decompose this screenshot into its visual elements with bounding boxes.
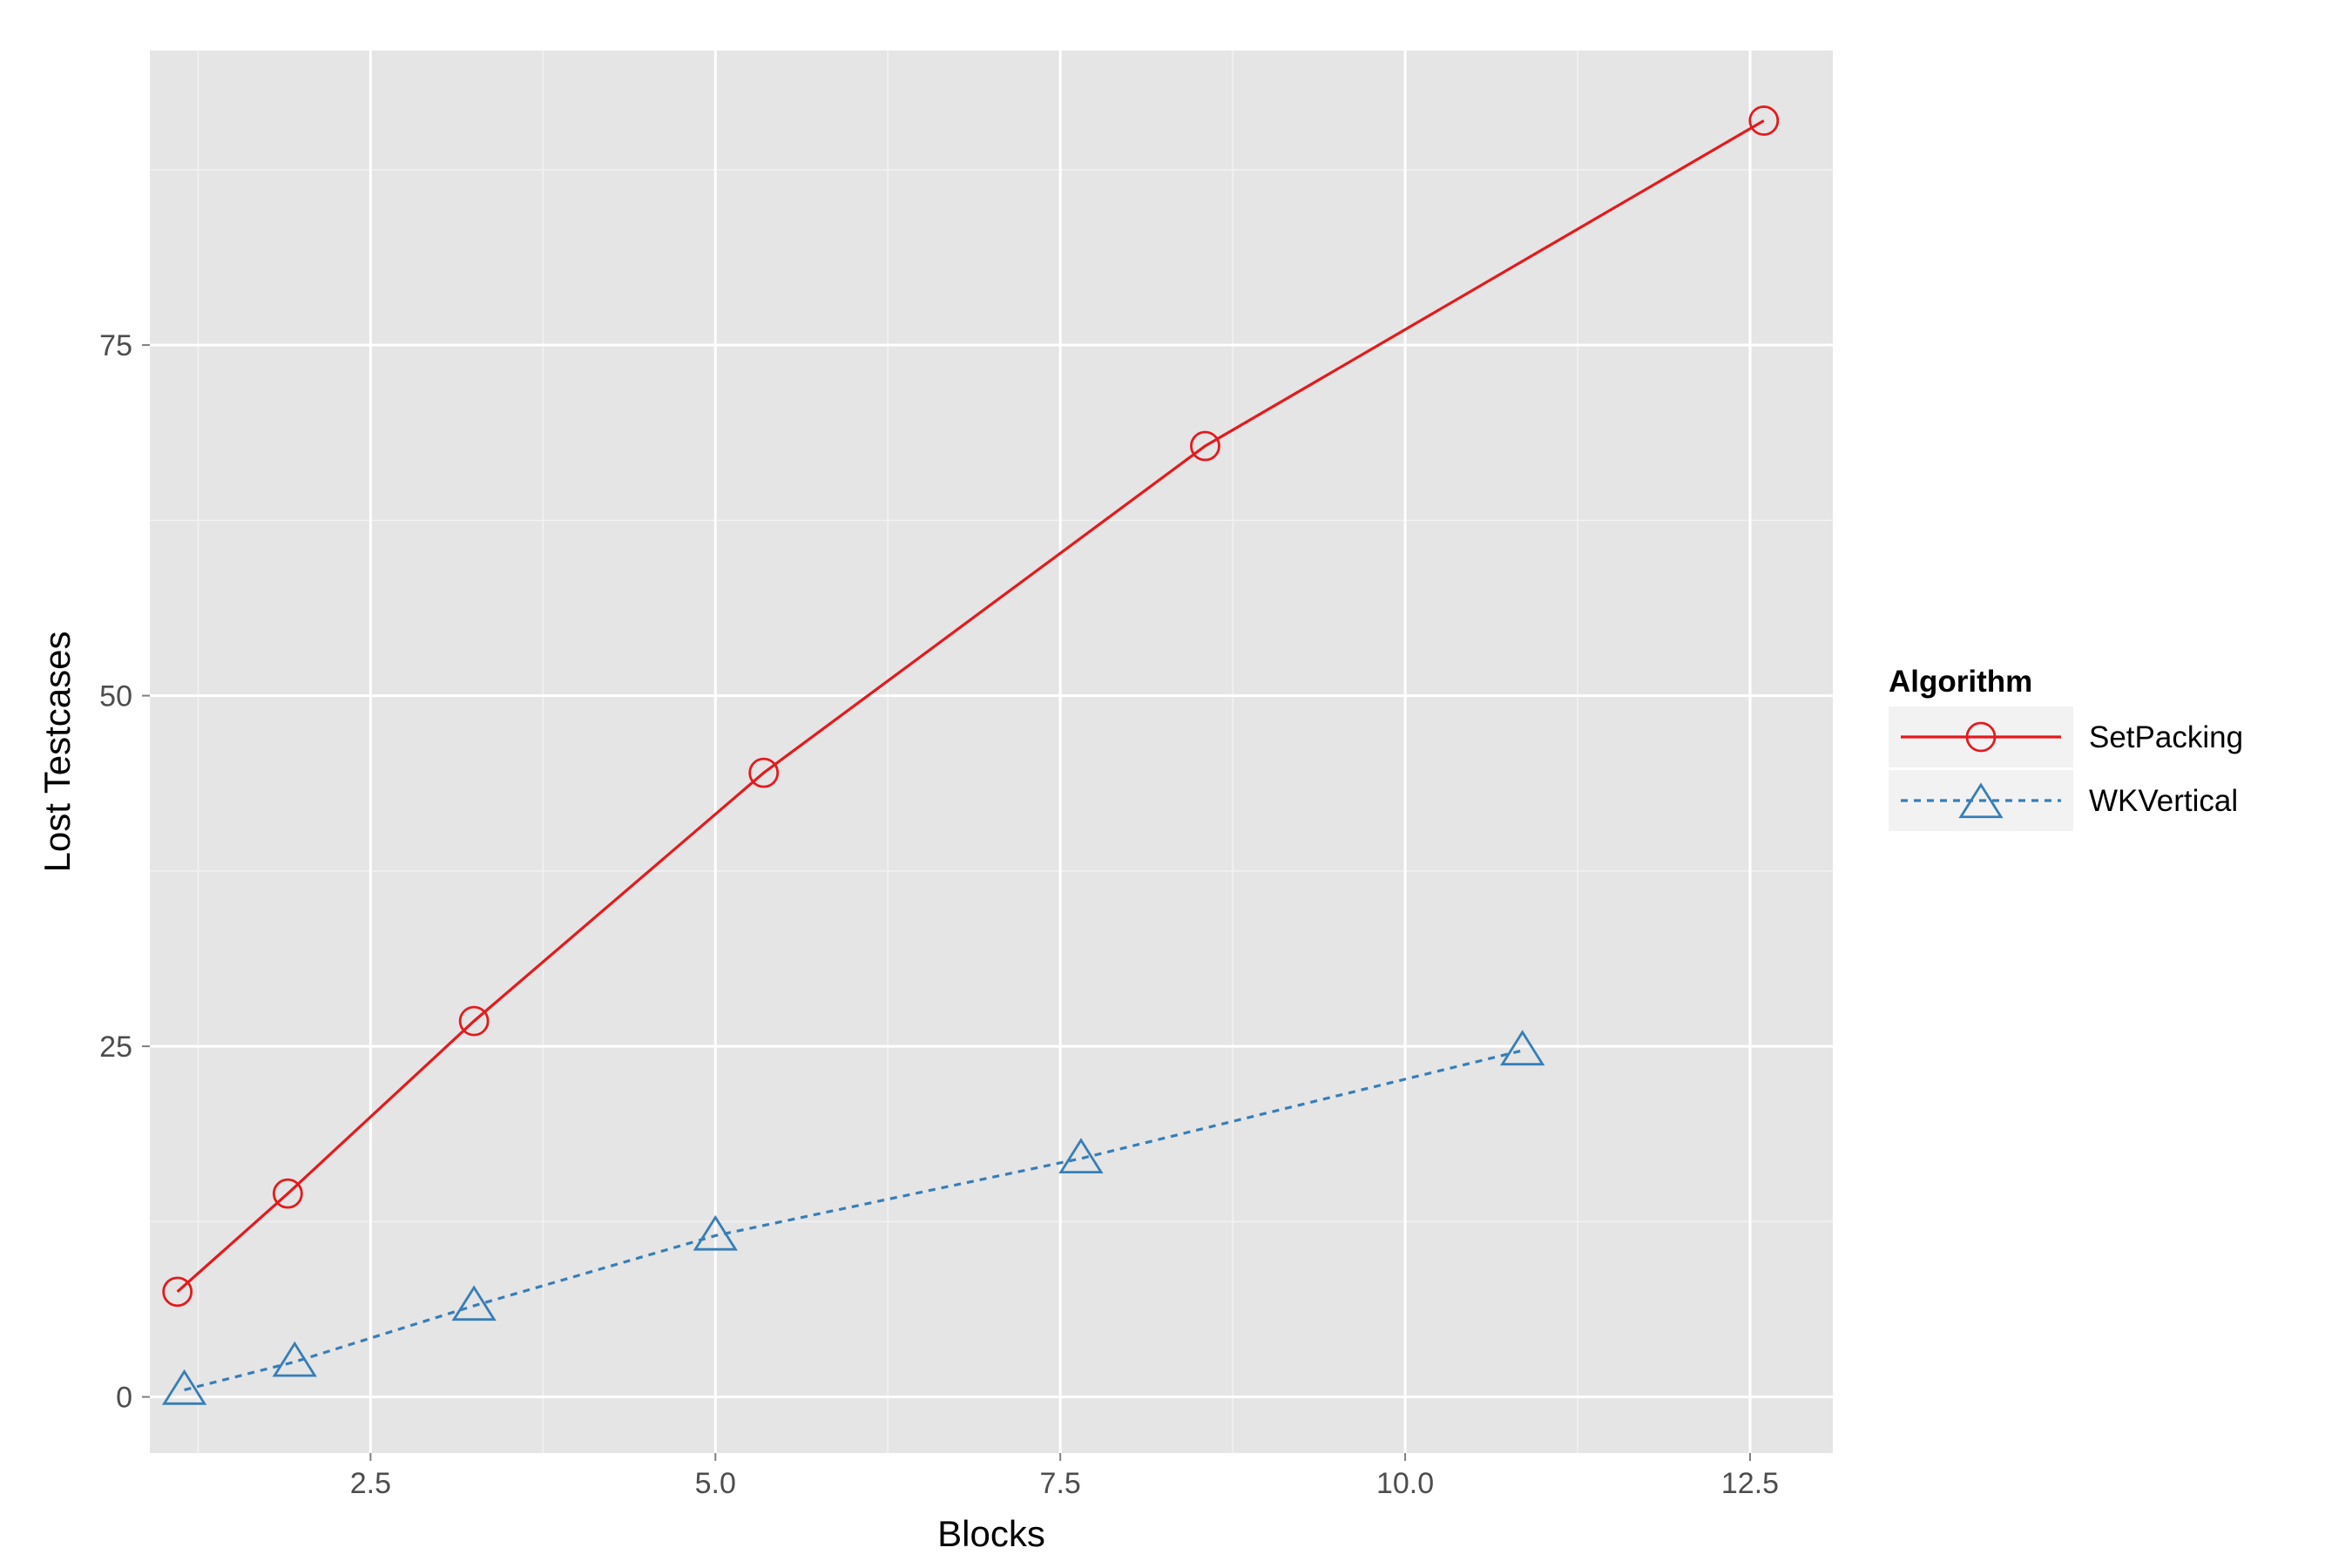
x-axis: 2.5 5.0 7.5 10.0 12.5 <box>350 1453 1779 1500</box>
legend-label: SetPacking <box>2089 720 2243 754</box>
data-point-0 <box>1190 430 1220 462</box>
series-line-1 <box>184 1049 1524 1392</box>
data-point-1 <box>693 1214 738 1251</box>
x-tick-label: 7.5 <box>1040 1467 1081 1500</box>
x-tick-label: 5.0 <box>695 1467 736 1500</box>
data-point-0 <box>162 1276 193 1308</box>
minor-gridlines <box>150 51 1833 1453</box>
legend-title: Algorithm <box>1889 665 2032 699</box>
data-point-0 <box>1748 105 1780 136</box>
data-point-1 <box>272 1341 317 1377</box>
y-tick-label: 50 <box>99 680 132 713</box>
legend-items: SetPacking WKVertical <box>1889 706 2243 831</box>
x-axis-title: Blocks <box>937 1513 1045 1554</box>
data-point-0 <box>748 757 780 788</box>
legend-key-marker <box>1965 721 1997 753</box>
legend: Algorithm SetPacking WKVertical <box>1889 665 2243 831</box>
y-tick-label: 25 <box>99 1031 132 1064</box>
series-line-0 <box>176 119 1765 1294</box>
series-markers <box>161 105 1780 1405</box>
legend-key-marker <box>1958 782 2004 819</box>
x-tick-label: 2.5 <box>350 1467 391 1500</box>
series-lines <box>176 119 1765 1392</box>
data-point-1 <box>451 1285 497 1321</box>
data-point-1 <box>1058 1138 1104 1174</box>
y-axis: 0 25 50 75 <box>99 329 150 1415</box>
y-tick-label: 75 <box>99 329 132 362</box>
panel-background <box>150 51 1833 1453</box>
data-point-1 <box>161 1369 207 1405</box>
x-tick-label: 10.0 <box>1376 1467 1434 1500</box>
data-point-0 <box>458 1005 490 1037</box>
major-gridlines <box>150 51 1833 1453</box>
y-axis-title: Lost Testcases <box>37 631 78 872</box>
legend-label: WKVertical <box>2089 784 2238 818</box>
data-point-0 <box>272 1178 303 1209</box>
y-tick-label: 0 <box>116 1382 132 1415</box>
data-point-1 <box>1500 1030 1545 1066</box>
x-tick-label: 12.5 <box>1721 1467 1779 1500</box>
